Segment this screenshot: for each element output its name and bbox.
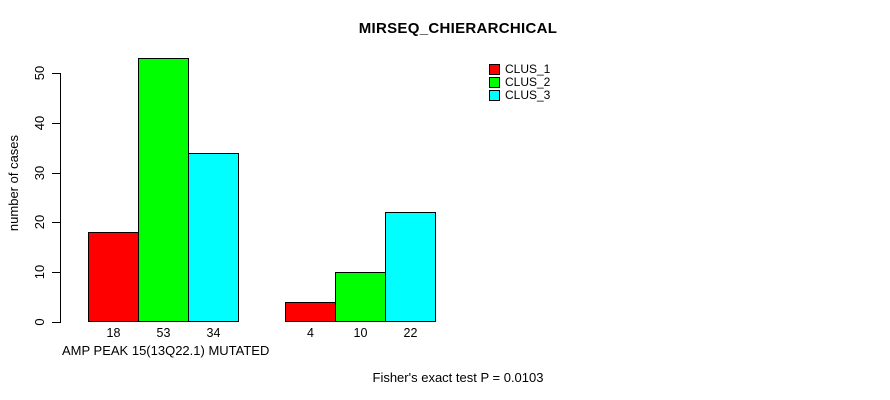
y-tick-40 [52, 123, 60, 124]
y-tick-label-20: 20 [32, 214, 47, 230]
bar-value-label-clus_3-group2: 22 [403, 326, 418, 340]
y-tick-label-50: 50 [32, 65, 47, 81]
y-tick-label-40: 40 [32, 115, 47, 131]
bar-value-label-clus_1-group2: 4 [307, 326, 314, 340]
legend-item-clus_3: CLUS_3 [489, 89, 550, 101]
legend-swatch-clus_3 [489, 89, 500, 101]
y-tick-0 [52, 322, 60, 323]
footnote: Fisher's exact test P = 0.0103 [372, 370, 544, 385]
legend-label-clus_1: CLUS_1 [505, 62, 551, 76]
y-tick-10 [52, 272, 60, 273]
x-axis-title: AMP PEAK 15(13Q22.1) MUTATED [62, 343, 270, 358]
legend-swatch-clus_1 [489, 63, 500, 75]
legend-swatch-clus_2 [489, 76, 500, 88]
chart-title: MIRSEQ_CHIERARCHICAL [358, 20, 558, 37]
y-tick-30 [52, 173, 60, 174]
bar-value-label-clus_1-group1: 18 [106, 326, 121, 340]
bar-clus_1-group1 [88, 232, 139, 322]
bar-clus_2-group1 [138, 58, 189, 322]
legend: CLUS_1 CLUS_2 CLUS_3 [489, 63, 550, 102]
bar-value-label-clus_3-group1: 34 [206, 326, 221, 340]
legend-item-clus_2: CLUS_2 [489, 76, 550, 88]
y-tick-label-10: 10 [32, 264, 47, 280]
bar-clus_3-group2 [385, 212, 436, 322]
bar-clus_3-group1 [188, 153, 239, 322]
y-axis-line [60, 73, 61, 323]
y-tick-label-30: 30 [32, 165, 47, 181]
y-axis-title: number of cases [6, 134, 21, 232]
y-tick-50 [52, 73, 60, 74]
bar-clus_1-group2 [285, 302, 336, 322]
y-tick-label-0: 0 [32, 318, 47, 326]
y-tick-20 [52, 222, 60, 223]
legend-label-clus_2: CLUS_2 [505, 75, 551, 89]
bar-value-label-clus_2-group1: 53 [156, 326, 171, 340]
legend-label-clus_3: CLUS_3 [505, 88, 551, 102]
legend-item-clus_1: CLUS_1 [489, 63, 550, 75]
bar-value-label-clus_2-group2: 10 [353, 326, 368, 340]
bar-clus_2-group2 [335, 272, 386, 322]
